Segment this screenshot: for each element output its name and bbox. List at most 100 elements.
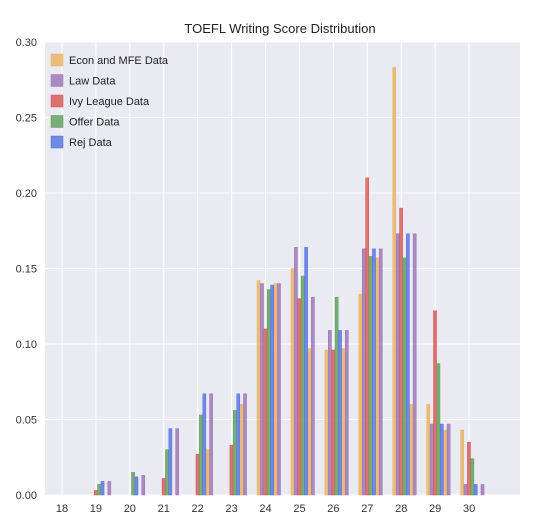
x-tick-label: 25 xyxy=(293,503,305,515)
x-tick-label: 24 xyxy=(259,503,271,515)
bar xyxy=(233,410,237,496)
bar xyxy=(165,449,169,496)
y-tick-label: 0.30 xyxy=(16,37,37,49)
bar xyxy=(290,268,295,496)
bar xyxy=(168,428,173,496)
bar xyxy=(236,393,241,496)
legend-label: Econ and MFE Data xyxy=(69,55,169,67)
x-tick-label: 20 xyxy=(124,503,136,515)
bar xyxy=(263,328,268,496)
x-tick-label: 29 xyxy=(429,503,441,515)
y-tick-label: 0.15 xyxy=(16,264,37,276)
bar xyxy=(209,393,213,496)
bar xyxy=(426,404,431,496)
bar xyxy=(395,233,400,496)
bar xyxy=(100,481,105,496)
x-tick-label: 23 xyxy=(225,503,237,515)
bar xyxy=(134,476,139,496)
bar xyxy=(436,363,441,496)
bar xyxy=(463,484,468,496)
bar xyxy=(467,441,471,496)
bar xyxy=(409,404,414,496)
bar xyxy=(406,233,410,496)
legend-swatch xyxy=(50,115,64,128)
bar xyxy=(266,289,271,496)
x-tick-label: 26 xyxy=(327,503,339,515)
bar xyxy=(341,348,346,496)
bar xyxy=(470,458,475,496)
bar xyxy=(324,349,329,496)
x-tick-label: 27 xyxy=(361,503,373,515)
x-tick-label: 21 xyxy=(158,503,170,515)
legend-swatch xyxy=(50,94,64,108)
bar xyxy=(97,484,101,496)
bar xyxy=(131,472,135,496)
bar xyxy=(277,283,281,496)
bar xyxy=(375,257,380,496)
bar xyxy=(300,275,305,496)
bar xyxy=(229,444,234,496)
bar xyxy=(93,490,98,496)
x-tick-label: 28 xyxy=(395,503,407,515)
bar xyxy=(473,484,478,496)
x-axis: 18 19 20 21 22 23 24 25 26 27 28 29 30 xyxy=(56,503,475,515)
bar xyxy=(365,177,369,496)
bar xyxy=(239,404,244,496)
bar xyxy=(345,330,349,496)
bar xyxy=(141,475,146,496)
bar xyxy=(307,348,312,496)
y-axis: 0.00 0.05 0.10 0.15 0.20 0.25 0.30 xyxy=(16,37,37,502)
bar xyxy=(446,423,451,496)
legend-label: Law Data xyxy=(69,76,116,88)
bar xyxy=(372,248,376,496)
bar xyxy=(433,310,437,496)
bar xyxy=(392,67,397,496)
bar xyxy=(161,478,166,496)
legend-swatch xyxy=(50,53,64,67)
bar xyxy=(361,248,366,496)
bar xyxy=(256,280,261,496)
x-tick-label: 22 xyxy=(192,503,204,515)
chart-title: TOEFL Writing Score Distribution xyxy=(184,21,375,36)
y-tick-label: 0.05 xyxy=(16,415,37,427)
legend: Econ and MFE Data Law Data Ivy League Data… xyxy=(50,53,169,149)
bars xyxy=(93,67,485,496)
bar xyxy=(311,296,315,496)
bar xyxy=(107,481,112,496)
bar xyxy=(429,423,434,496)
y-tick-label: 0.00 xyxy=(16,490,37,502)
bar xyxy=(294,247,298,496)
bar xyxy=(199,414,203,496)
bar xyxy=(297,298,302,496)
bar xyxy=(270,284,274,496)
x-tick-label: 18 xyxy=(56,503,68,515)
legend-label: Rej Data xyxy=(69,137,113,149)
bar xyxy=(378,248,383,496)
y-tick-label: 0.25 xyxy=(16,113,37,125)
bar xyxy=(402,257,407,496)
bar xyxy=(202,393,207,496)
bar xyxy=(443,429,448,496)
bar xyxy=(304,247,308,496)
bar xyxy=(328,330,332,496)
legend-label: Offer Data xyxy=(69,117,120,129)
bar xyxy=(205,449,210,496)
x-tick-label: 30 xyxy=(463,503,475,515)
y-tick-label: 0.10 xyxy=(16,339,37,351)
bar xyxy=(273,283,278,496)
bar xyxy=(243,393,247,496)
bar xyxy=(175,428,179,496)
bar xyxy=(358,293,363,496)
bar xyxy=(368,256,373,496)
bar xyxy=(334,296,339,496)
bar xyxy=(399,207,403,496)
bar xyxy=(412,233,417,496)
legend-swatch xyxy=(50,135,64,149)
bar xyxy=(440,423,444,496)
bar xyxy=(331,349,336,496)
legend-swatch xyxy=(50,74,64,87)
bar xyxy=(460,429,464,496)
legend-label: Ivy League Data xyxy=(69,96,150,108)
bar xyxy=(195,453,200,496)
